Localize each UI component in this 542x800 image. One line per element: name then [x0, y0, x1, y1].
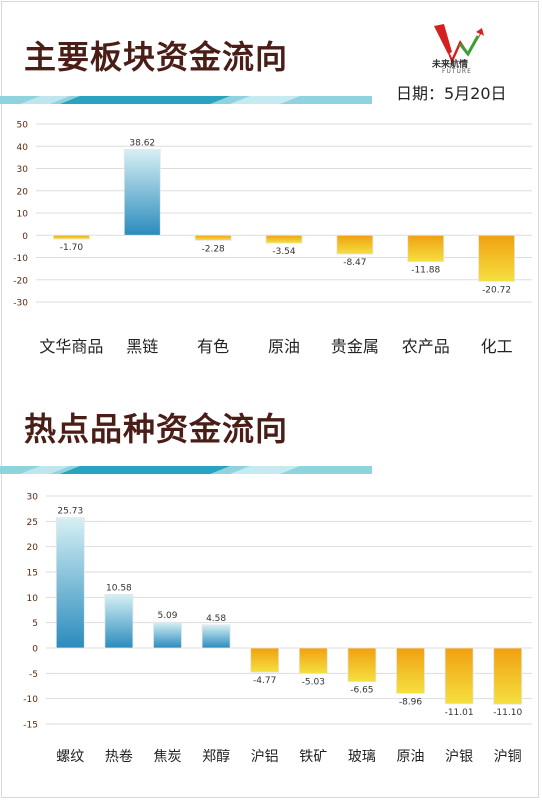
y-tick-label: 15	[27, 569, 38, 579]
x-tick-label: 铁矿	[299, 749, 327, 765]
x-tick-label: 原油	[268, 337, 300, 356]
x-tick-label: 文华商品	[39, 337, 103, 356]
data-label: -1.70	[60, 243, 84, 253]
bar	[336, 234, 374, 255]
y-tick-label: -20	[13, 276, 28, 286]
data-label: -6.65	[350, 686, 373, 696]
y-tick-label: 30	[27, 493, 39, 503]
y-tick-label: 0	[32, 645, 38, 655]
x-tick-label: 化工	[481, 337, 513, 356]
data-label: -2.28	[201, 244, 225, 254]
bar	[493, 647, 523, 705]
data-label: -5.03	[302, 677, 325, 687]
bar	[478, 234, 515, 282]
date-label: 日期：5月20日	[396, 84, 507, 103]
x-tick-label: 黑链	[126, 337, 158, 356]
y-tick-label: 20	[17, 187, 29, 197]
data-label: -3.54	[272, 247, 296, 257]
x-tick-label: 原油	[397, 749, 425, 765]
data-label: -4.77	[253, 676, 276, 686]
y-tick-label: 40	[17, 143, 29, 153]
x-tick-label: 沪铝	[251, 749, 279, 765]
logo-icon	[434, 24, 484, 64]
bar	[104, 593, 134, 649]
x-tick-label: 贵金属	[331, 337, 379, 356]
bar	[194, 234, 232, 241]
data-label: -8.96	[399, 697, 423, 707]
y-tick-label: -10	[23, 695, 38, 705]
y-tick-label: -10	[13, 254, 28, 264]
data-label: -11.88	[411, 266, 440, 276]
data-label: -20.72	[482, 285, 511, 295]
x-tick-label: 玻璃	[348, 748, 376, 765]
bar	[396, 647, 425, 694]
chart-2-title: 热点品种资金流向	[24, 410, 289, 448]
data-label: 38.62	[129, 138, 155, 148]
data-label: 10.58	[106, 583, 132, 593]
bar	[55, 517, 85, 649]
bar	[444, 647, 474, 705]
bar	[265, 234, 303, 244]
y-tick-label: 50	[17, 121, 29, 131]
title-band-1	[0, 96, 372, 104]
x-tick-label: 郑醇	[202, 748, 230, 765]
x-tick-label: 螺纹	[56, 749, 84, 765]
bar	[153, 621, 182, 649]
data-label: -11.10	[493, 708, 522, 718]
y-tick-label: 10	[17, 210, 29, 220]
bar	[53, 234, 90, 240]
y-tick-label: -15	[23, 721, 38, 731]
data-label: -8.47	[343, 258, 366, 268]
x-tick-label: 焦炭	[154, 749, 182, 765]
bar	[347, 647, 377, 683]
y-tick-label: 0	[22, 232, 28, 242]
chart-1-title: 主要板块资金流向	[24, 38, 289, 76]
data-label: 25.73	[57, 507, 83, 517]
y-tick-label: 10	[27, 594, 39, 604]
data-label: -11.01	[445, 708, 474, 718]
x-tick-label: 有色	[197, 337, 229, 356]
chart-2: 30 25 20 15 10 5 0 -5 -10 -15 25.73 螺纹 10.58 热卷 5.09 焦炭…	[23, 493, 532, 765]
bar	[298, 647, 328, 674]
x-tick-label: 沪银	[445, 749, 473, 765]
title-band-2	[0, 466, 372, 474]
chart-1: 50 40 30 20 10 0 -10 -20 -30 -1.70 文华商品 38.62 黑链 -2.2…	[13, 121, 532, 356]
x-tick-label: 农产品	[402, 337, 450, 356]
x-tick-label: 沪铜	[494, 749, 522, 765]
y-tick-label: 5	[32, 619, 38, 629]
data-label: 4.58	[206, 614, 226, 624]
y-tick-label: 25	[27, 518, 38, 528]
logo-text: 未来航情	[432, 60, 469, 70]
bar	[201, 624, 231, 649]
y-tick-label: 20	[27, 543, 39, 553]
bar	[250, 647, 280, 673]
logo-subtext: FUTURE	[442, 68, 472, 75]
x-tick-label: 热卷	[105, 749, 133, 765]
bar	[407, 234, 445, 263]
data-label: 5.09	[157, 611, 177, 621]
y-tick-label: 30	[17, 165, 29, 175]
y-tick-label: -30	[13, 299, 28, 309]
bar	[123, 148, 161, 236]
y-tick-label: -5	[29, 670, 38, 680]
